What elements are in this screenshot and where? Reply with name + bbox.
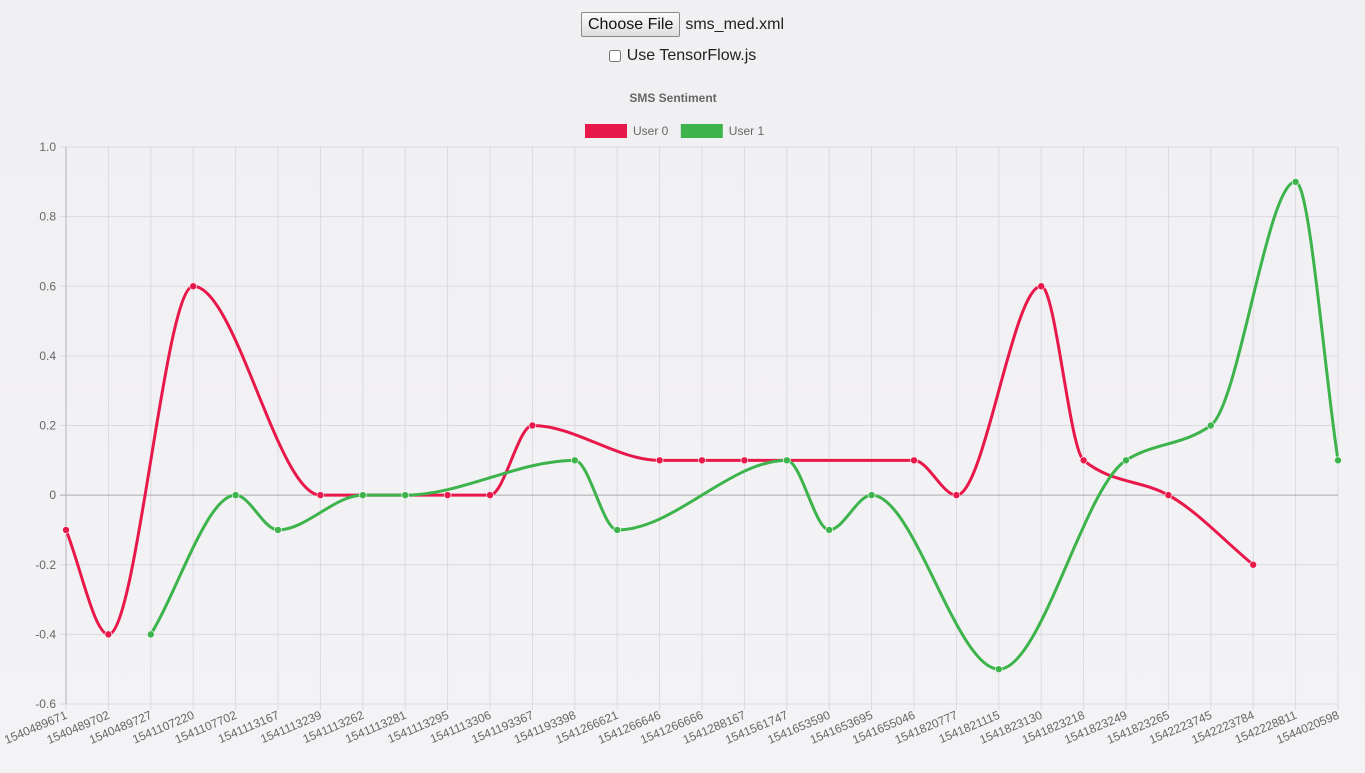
file-name-label: sms_med.xml [685, 15, 785, 33]
data-point-user-1[interactable] [867, 491, 876, 499]
legend-label: User 1 [729, 124, 765, 138]
y-tick-label: 1.0 [39, 140, 56, 154]
data-point-user-1[interactable] [1207, 421, 1215, 430]
data-point-user-1[interactable] [1334, 456, 1342, 465]
data-point-user-0[interactable] [1079, 456, 1088, 465]
y-tick-label: -0.2 [35, 558, 56, 572]
data-point-user-0[interactable] [1249, 560, 1257, 569]
legend-label: User 0 [633, 124, 669, 138]
data-point-user-0[interactable] [952, 491, 961, 499]
chart-legend: User 0 User 1 [585, 124, 764, 138]
file-input-row: Choose File sms_med.xml [0, 12, 1365, 37]
data-point-user-1[interactable] [358, 491, 367, 499]
tensorflow-label[interactable]: Use TensorFlow.js [626, 47, 757, 64]
data-point-user-0[interactable] [104, 630, 113, 639]
y-tick-label: 0.6 [39, 279, 56, 293]
series-line-user-1 [149, 180, 1340, 671]
data-point-user-0[interactable] [316, 491, 325, 499]
data-point-user-0[interactable] [1164, 491, 1173, 499]
y-tick-label: 0.4 [39, 349, 56, 363]
legend-swatch [680, 124, 723, 138]
tensorflow-checkbox[interactable] [608, 50, 621, 62]
y-tick-label: 0.2 [39, 419, 56, 433]
y-tick-label: 0 [49, 488, 56, 502]
data-point-user-1[interactable] [570, 456, 579, 465]
data-point-user-1[interactable] [994, 665, 1003, 673]
data-point-user-1[interactable] [1291, 178, 1300, 186]
data-point-user-1[interactable] [231, 491, 240, 499]
data-point-user-0[interactable] [486, 491, 494, 499]
data-point-user-0[interactable] [62, 526, 70, 534]
data-point-user-0[interactable] [698, 456, 706, 465]
data-point-user-0[interactable] [655, 456, 664, 465]
x-axis: 1540489671154048970215404897271541107220… [2, 708, 1341, 747]
legend-swatch [585, 124, 627, 138]
data-point-user-0[interactable] [443, 491, 452, 499]
y-tick-label: -0.4 [35, 627, 56, 641]
choose-file-button[interactable]: Choose File [580, 12, 681, 37]
data-point-user-1[interactable] [613, 526, 622, 534]
data-point-user-0[interactable] [740, 456, 749, 465]
y-tick-label: -0.6 [35, 697, 56, 711]
data-point-user-1[interactable] [274, 526, 282, 534]
controls: Choose File sms_med.xml Use TensorFlow.j… [0, 12, 1365, 65]
y-axis: 1.0 0.8 0.6 0.4 0.2 0 -0.2 -0.4 -0.6 [35, 140, 56, 711]
data-point-user-1[interactable] [147, 630, 155, 639]
data-point-user-0[interactable] [1037, 282, 1045, 291]
data-point-user-1[interactable] [1122, 456, 1130, 465]
data-point-user-1[interactable] [401, 491, 410, 499]
data-point-user-1[interactable] [825, 526, 834, 534]
data-point-user-0[interactable] [910, 456, 918, 465]
series-points [62, 178, 1342, 673]
data-point-user-0[interactable] [189, 282, 197, 291]
chart-grid [60, 146, 1339, 710]
chart-title: SMS Sentiment [629, 91, 716, 105]
data-point-user-1[interactable] [782, 456, 791, 465]
tensorflow-option-row: Use TensorFlow.js [0, 47, 1365, 65]
data-point-user-0[interactable] [528, 421, 537, 430]
y-tick-label: 0.8 [39, 210, 56, 224]
